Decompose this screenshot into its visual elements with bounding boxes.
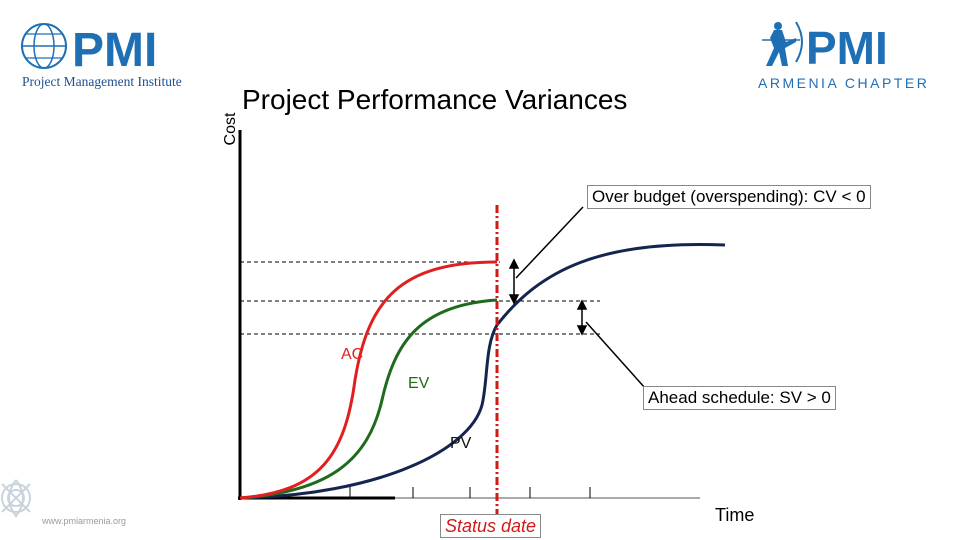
website-url: www.pmiarmenia.org <box>42 516 127 526</box>
sv-callout-leader <box>585 321 646 389</box>
pmi-logo-text: PMI <box>72 24 157 77</box>
pmi-armenia-logo: PMI ARMENIA CHAPTER <box>758 21 929 91</box>
armenia-chapter-caption: ARMENIA CHAPTER <box>758 75 929 91</box>
cv-annotation: Over budget (overspending): CV < 0 <box>587 185 871 209</box>
sv-annotation: Ahead schedule: SV > 0 <box>643 386 836 410</box>
pv-label: PV <box>450 435 472 452</box>
pmi-logo-caption: Project Management Institute <box>22 74 182 89</box>
x-axis-ticks <box>349 487 591 498</box>
ev-label: EV <box>408 375 430 392</box>
status-date-label: Status date <box>440 514 542 538</box>
cv-double-arrow <box>508 258 520 305</box>
pmi-armenia-logo-text: PMI <box>806 22 888 74</box>
celtic-knot-icon <box>1 479 31 518</box>
archer-icon <box>762 21 803 66</box>
ac-label: AC <box>341 346 364 363</box>
ev-curve <box>239 298 498 500</box>
page-title: Project Performance Variances <box>242 84 628 115</box>
cv-callout-leader <box>515 206 584 279</box>
x-axis-label: Time <box>715 505 755 525</box>
pmi-logo: PMI Project Management Institute <box>21 23 182 89</box>
ac-curve <box>239 260 498 500</box>
sv-double-arrow <box>576 299 588 336</box>
pv-curve <box>239 242 726 500</box>
